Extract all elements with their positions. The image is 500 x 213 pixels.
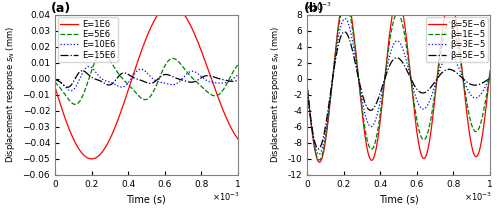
Legend: E=1E6, E=5E6, E=10E6, E=15E6: E=1E6, E=5E6, E=10E6, E=15E6 (58, 17, 118, 62)
Line: β=3E−5: β=3E−5 (307, 19, 490, 154)
β=3E−5 (487, 76, 493, 78)
E=15E6 (62, 84, 68, 87)
β=5E−5 (342, 30, 347, 33)
β=5E−5 (482, 80, 488, 83)
E=10E6 (230, 78, 235, 80)
β=3E−5 (316, 153, 322, 156)
Text: $\times 10^{-3}$: $\times 10^{-3}$ (212, 191, 240, 203)
β=3E−5 (314, 150, 320, 153)
E=5E6 (52, 81, 58, 83)
β=1E−5 (448, 22, 454, 24)
Line: E=15E6: E=15E6 (55, 71, 238, 87)
β=5E−6 (487, 70, 493, 72)
β=3E−5 (448, 54, 454, 57)
β=5E−6 (304, 86, 310, 88)
β=1E−5 (314, 154, 320, 157)
Line: β=5E−5: β=5E−5 (307, 32, 490, 149)
β=5E−6 (448, 0, 454, 2)
β=3E−5 (342, 17, 348, 20)
Y-axis label: Displacement response $s_N$ (mm): Displacement response $s_N$ (mm) (269, 26, 282, 163)
Line: E=5E6: E=5E6 (55, 54, 238, 104)
Y-axis label: Displacement response $s_N$ (mm): Displacement response $s_N$ (mm) (4, 26, 17, 163)
E=1E6 (235, 137, 241, 140)
E=1E6 (88, 158, 94, 160)
E=15E6 (136, 78, 142, 81)
β=5E−5 (314, 146, 320, 148)
β=5E−6 (314, 156, 320, 159)
β=5E−6 (482, 116, 488, 118)
E=5E6 (141, 98, 147, 101)
E=10E6 (62, 85, 68, 87)
β=1E−5 (316, 159, 322, 161)
E=1E6 (52, 86, 58, 88)
Legend: β=5E−6, β=1E−5, β=3E−5, β=5E−5: β=5E−6, β=1E−5, β=3E−5, β=5E−5 (426, 17, 488, 62)
E=10E6 (141, 69, 147, 72)
E=1E6 (141, 43, 147, 45)
E=5E6 (72, 103, 78, 106)
β=3E−5 (304, 86, 310, 88)
Text: (a): (a) (52, 2, 72, 15)
E=15E6 (80, 69, 86, 72)
E=5E6 (230, 71, 235, 74)
E=5E6 (136, 95, 142, 98)
Line: E=1E6: E=1E6 (55, 5, 238, 159)
β=1E−5 (342, 2, 348, 4)
E=5E6 (230, 72, 235, 74)
β=3E−5 (394, 40, 400, 42)
β=1E−5 (482, 103, 488, 106)
E=15E6 (52, 78, 58, 81)
β=5E−5 (482, 80, 488, 83)
Line: β=1E−5: β=1E−5 (307, 3, 490, 160)
E=10E6 (235, 74, 241, 76)
E=1E6 (230, 130, 235, 132)
E=10E6 (86, 65, 92, 68)
E=10E6 (136, 68, 142, 71)
β=3E−5 (482, 86, 488, 89)
Line: β=5E−6: β=5E−6 (307, 0, 490, 162)
E=1E6 (62, 115, 68, 117)
β=1E−5 (304, 86, 310, 88)
E=10E6 (68, 89, 74, 92)
E=1E6 (168, 3, 174, 6)
E=10E6 (52, 79, 58, 81)
β=1E−5 (487, 72, 493, 75)
E=1E6 (196, 44, 202, 46)
Text: $\times 10^{-3}$: $\times 10^{-3}$ (304, 1, 332, 13)
Text: (b): (b) (304, 2, 324, 15)
Text: $\times 10^{-3}$: $\times 10^{-3}$ (464, 191, 492, 203)
E=5E6 (62, 92, 68, 95)
E=5E6 (235, 64, 241, 66)
β=1E−5 (482, 104, 488, 106)
X-axis label: Time (s): Time (s) (126, 194, 166, 204)
E=15E6 (196, 78, 202, 81)
E=15E6 (230, 80, 235, 83)
X-axis label: Time (s): Time (s) (378, 194, 418, 204)
β=5E−6 (482, 117, 488, 119)
β=5E−6 (394, 0, 400, 1)
β=3E−5 (388, 49, 394, 51)
β=5E−5 (394, 56, 400, 59)
E=10E6 (196, 73, 202, 76)
β=1E−5 (388, 29, 394, 32)
β=1E−5 (394, 13, 400, 15)
β=5E−5 (304, 86, 310, 88)
β=5E−5 (388, 61, 394, 63)
E=10E6 (230, 78, 235, 81)
β=5E−5 (316, 148, 322, 150)
β=5E−5 (448, 68, 454, 71)
β=3E−5 (482, 86, 488, 89)
E=5E6 (196, 83, 202, 86)
E=5E6 (100, 52, 105, 55)
E=15E6 (64, 86, 70, 89)
E=1E6 (230, 129, 235, 132)
Line: E=10E6: E=10E6 (55, 66, 238, 91)
E=15E6 (235, 79, 241, 82)
β=5E−6 (316, 161, 322, 164)
β=5E−5 (487, 77, 493, 80)
β=5E−6 (388, 19, 394, 22)
E=15E6 (230, 80, 235, 83)
E=1E6 (136, 56, 142, 59)
E=15E6 (141, 80, 147, 83)
